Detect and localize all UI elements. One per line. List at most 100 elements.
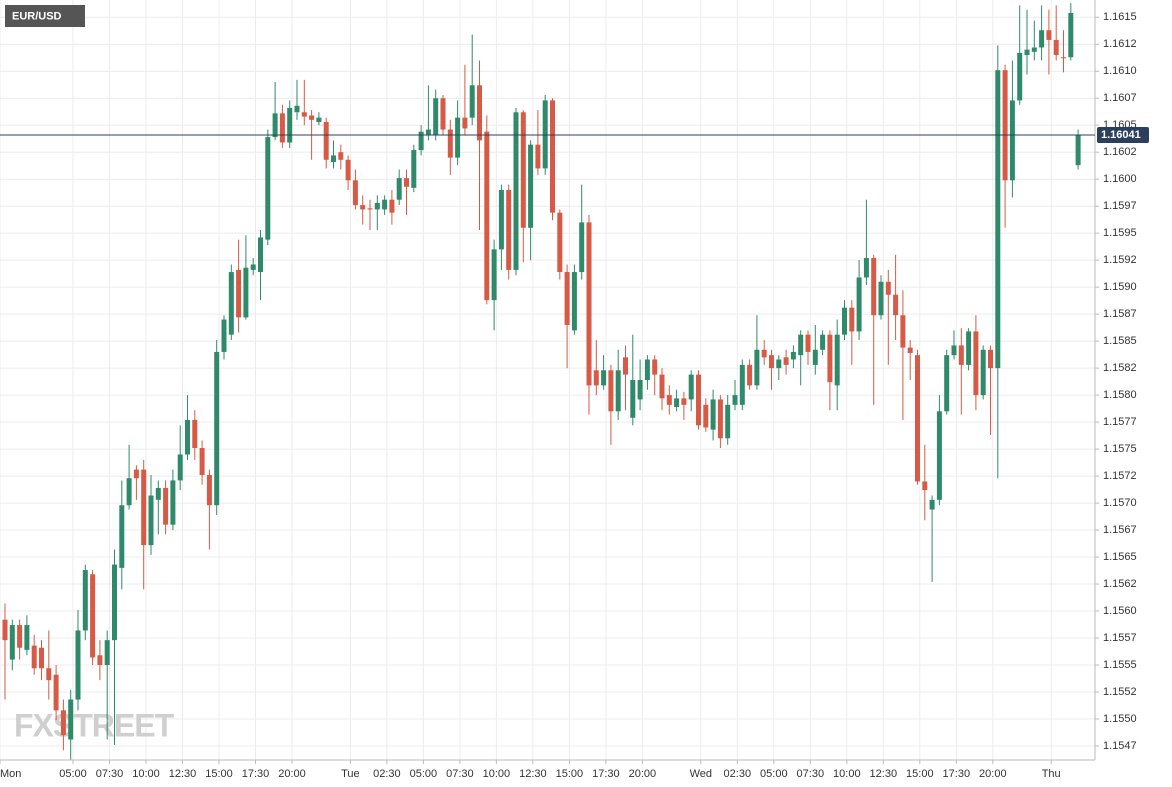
candle-body [177,454,183,481]
candle-body [1068,12,1074,58]
candle-body [637,380,643,400]
candle-body [367,208,373,210]
candle-body [447,129,453,158]
candle-body [659,374,665,399]
candle-body [907,347,913,354]
candle-body [17,625,23,648]
candle-body [170,480,176,525]
candle-body [24,625,30,650]
candle-body [593,370,599,386]
candle-body [557,212,563,273]
candle-body [1024,49,1030,56]
candle-body [185,419,190,455]
candle-body [601,370,607,386]
candle-body [112,564,117,641]
x-tick-label: 02:30 [373,768,401,780]
candle-body [60,710,66,736]
candle-body [301,112,307,117]
candle-body [279,113,285,143]
candles [2,3,1081,760]
candle-body [258,237,263,273]
x-tick-label: Wed [690,768,712,780]
x-tick-label: 05:00 [410,768,438,780]
candle-body [287,107,293,143]
candle-body [951,345,957,356]
candle-body [491,249,497,301]
x-tick-label: 07:30 [446,768,474,780]
x-tick-label: 17:30 [242,768,270,780]
x-tick-label: 07:30 [96,768,124,780]
candle-body [1039,30,1045,48]
y-tick-label: 1.1575 [1103,443,1137,455]
candle-body [250,264,256,270]
y-tick-label: 1.1557 [1103,632,1137,644]
candle-body [309,115,315,120]
candle-body [1053,39,1059,56]
candle-body [725,404,731,439]
candle-body [995,70,1001,369]
candle-body [973,331,979,396]
candle-body [374,202,380,210]
candle-body [484,131,490,301]
y-tick-label: 1.1560 [1103,605,1137,617]
candle-body [944,355,950,412]
x-tick-label: 10:00 [483,768,511,780]
y-tick-label: 1.1572 [1103,470,1137,482]
x-tick-label: Thu [1042,768,1061,780]
candle-body [769,355,774,369]
candle-body [1075,134,1081,166]
x-tick-label: 12:30 [870,768,898,780]
axes: 1.1615 1.1612 1.1610 1.1607 1.1605 1.1602 1.16… [0,11,1149,780]
candle-body [396,178,402,200]
candle-body [119,505,125,568]
candle-body [842,307,847,335]
candle-body [615,370,621,412]
candle-body [338,152,344,160]
candle-body [513,112,519,270]
candle-body [433,98,439,135]
candle-body [265,137,271,240]
candle-body [425,129,431,135]
candle-body [863,258,869,278]
candle-body [9,625,15,660]
candle-body [46,668,52,681]
y-tick-label: 1.1615 [1103,11,1137,23]
candle-body [754,349,760,386]
chart-title: EUR/USD [12,10,62,22]
candle-body [564,272,570,325]
candle-body [696,374,701,426]
candle-body [776,359,782,369]
x-tick-label: Tue [341,768,360,780]
y-tick-label: 1.1552 [1103,686,1137,698]
candle-body [630,380,636,418]
candle-body [506,190,512,270]
candle-body [535,144,541,169]
candle-body [1009,100,1015,181]
candle-body [316,117,322,122]
x-tick-label: 05:00 [760,768,788,780]
candle-body [404,178,409,187]
candle-body [104,640,110,665]
candle-body [352,180,358,206]
candle-body [228,272,234,335]
candle-body [214,351,220,506]
candle-body [272,113,278,138]
candle-body [820,334,826,350]
candle-body [812,349,818,365]
y-tick-label: 1.1550 [1103,713,1137,725]
candle-body [586,222,592,386]
x-tick-label: 15:00 [205,768,233,780]
x-tick-label: 20:00 [979,768,1007,780]
candle-body [958,345,964,365]
candle-body [732,395,738,405]
y-tick-label: 1.1565 [1103,551,1137,563]
y-tick-label: 1.1595 [1103,227,1137,239]
y-tick-label: 1.1600 [1103,173,1137,185]
candle-body [623,357,628,375]
last-price-box [1097,126,1149,143]
x-tick-label: 05:00 [59,768,87,780]
candle-body [243,267,249,318]
grid [0,0,1095,760]
x-tick-label: 20:00 [629,768,657,780]
